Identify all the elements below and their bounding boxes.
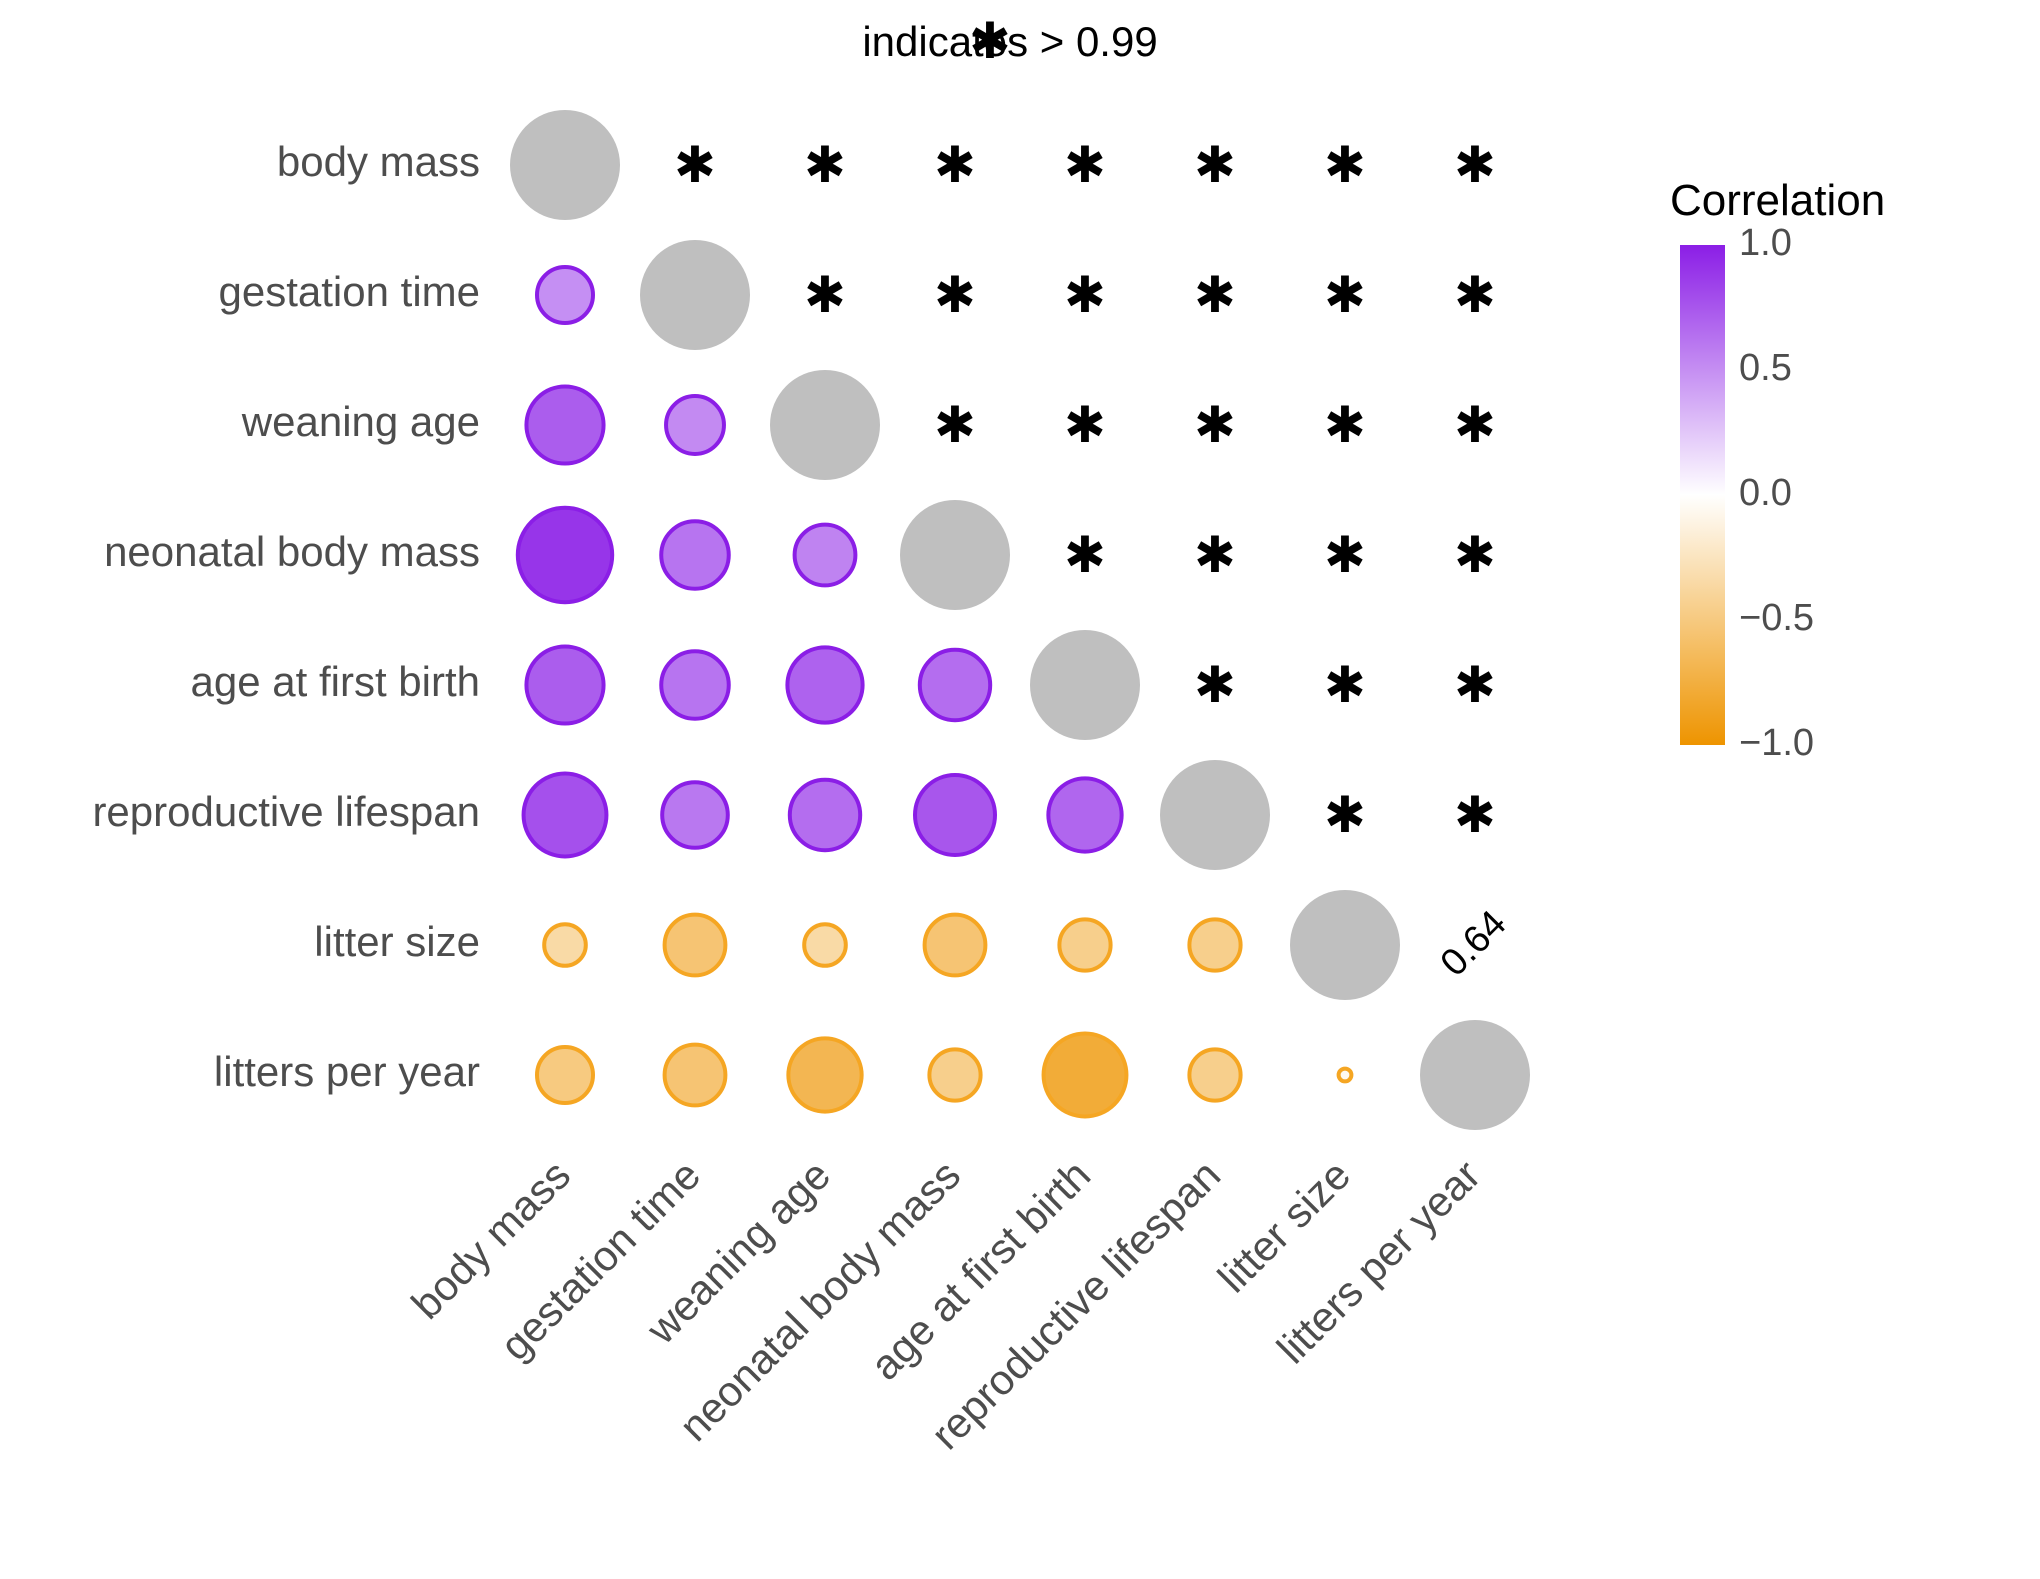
row-label: weaning age [241,398,480,445]
significance-mark: ✱ [1064,527,1106,583]
svg-text:0.64: 0.64 [1433,903,1515,985]
diag-circle [1160,760,1270,870]
row-label: litters per year [214,1048,480,1095]
significance-mark: ✱ [1454,267,1496,323]
legend-tick: −0.5 [1739,597,1814,639]
diag-circle [1420,1020,1530,1130]
corr-circle [537,1047,593,1103]
corr-circle [787,647,862,722]
significance-mark: ✱ [934,137,976,193]
corr-circle [524,774,607,857]
cell-annotation: 0.64 [1433,903,1515,985]
corr-circle [925,915,986,976]
corr-circle [1339,1069,1352,1082]
corr-circle [795,525,856,586]
corr-circle [920,650,990,720]
significance-mark: ✱ [1064,137,1106,193]
corr-circle [665,915,726,976]
corr-circle [1059,919,1110,970]
correlation-svg: indicates > 0.99✱ body mass gestation time… [0,0,2040,1579]
corr-circle [537,267,593,323]
legend-title: Correlation [1670,176,1885,225]
significance-mark: ✱ [934,397,976,453]
corr-circle [665,1045,726,1106]
significance-mark: ✱ [1194,137,1236,193]
diag-circle [1030,630,1140,740]
significance-mark: ✱ [1324,397,1366,453]
significance-mark: ✱ [1454,137,1496,193]
corr-circle [1189,919,1240,970]
col-label: age at first birth [861,1151,1099,1389]
row-label: gestation time [219,268,480,315]
row-label: litter size [314,918,480,965]
significance-mark: ✱ [1194,267,1236,323]
corr-circle [662,782,728,848]
caption: indicates > 0.99✱ [862,13,1157,69]
diag-circle [640,240,750,350]
corr-circle [929,1049,980,1100]
corr-circle [1189,1049,1240,1100]
significance-mark: ✱ [1324,137,1366,193]
significance-mark: ✱ [934,267,976,323]
legend-tick: 0.0 [1739,472,1792,514]
significance-mark: ✱ [804,267,846,323]
legend-colorbar [1680,245,1725,745]
row-label: reproductive lifespan [92,788,480,835]
corr-circle [518,508,612,602]
corr-circle [526,646,603,723]
significance-mark: ✱ [1454,397,1496,453]
significance-mark: ✱ [1454,787,1496,843]
corr-circle [661,521,729,589]
significance-mark: ✱ [1194,527,1236,583]
diag-circle [510,110,620,220]
legend-tick: 0.5 [1739,347,1792,389]
significance-mark: ✱ [1324,787,1366,843]
corr-circle [544,924,586,966]
significance-mark: ✱ [1324,267,1366,323]
corr-circle [661,651,729,719]
corr-circle [790,780,860,850]
row-label: age at first birth [191,658,480,705]
diag-circle [770,370,880,480]
row-label: body mass [277,138,480,185]
significance-mark: ✱ [1324,527,1366,583]
significance-mark: ✱ [1064,397,1106,453]
corr-circle [804,924,846,966]
corr-circle [526,386,603,463]
correlation-chart: indicates > 0.99✱ body mass gestation time… [0,0,2040,1579]
svg-text:age at first birth: age at first birth [861,1151,1099,1389]
significance-mark: ✱ [1194,397,1236,453]
significance-mark: ✱ [1064,267,1106,323]
row-label: neonatal body mass [104,528,480,575]
legend: Correlation1.0 0.5 0.0 −0.5 −1.0 [1670,176,1885,764]
corr-circle [788,1038,861,1111]
significance-mark: ✱ [804,137,846,193]
corr-circle [666,396,724,454]
corr-circle [1048,778,1121,851]
legend-tick: 1.0 [1739,222,1792,264]
legend-tick: −1.0 [1739,722,1814,764]
significance-mark: ✱ [1324,657,1366,713]
significance-mark: ✱ [1194,657,1236,713]
significance-mark: ✱ [674,137,716,193]
significance-mark: ✱ [1454,657,1496,713]
diag-circle [900,500,1010,610]
diag-circle [1290,890,1400,1000]
svg-text:✱: ✱ [969,13,1011,69]
corr-circle [915,775,995,855]
significance-mark: ✱ [1454,527,1496,583]
corr-circle [1044,1034,1127,1117]
